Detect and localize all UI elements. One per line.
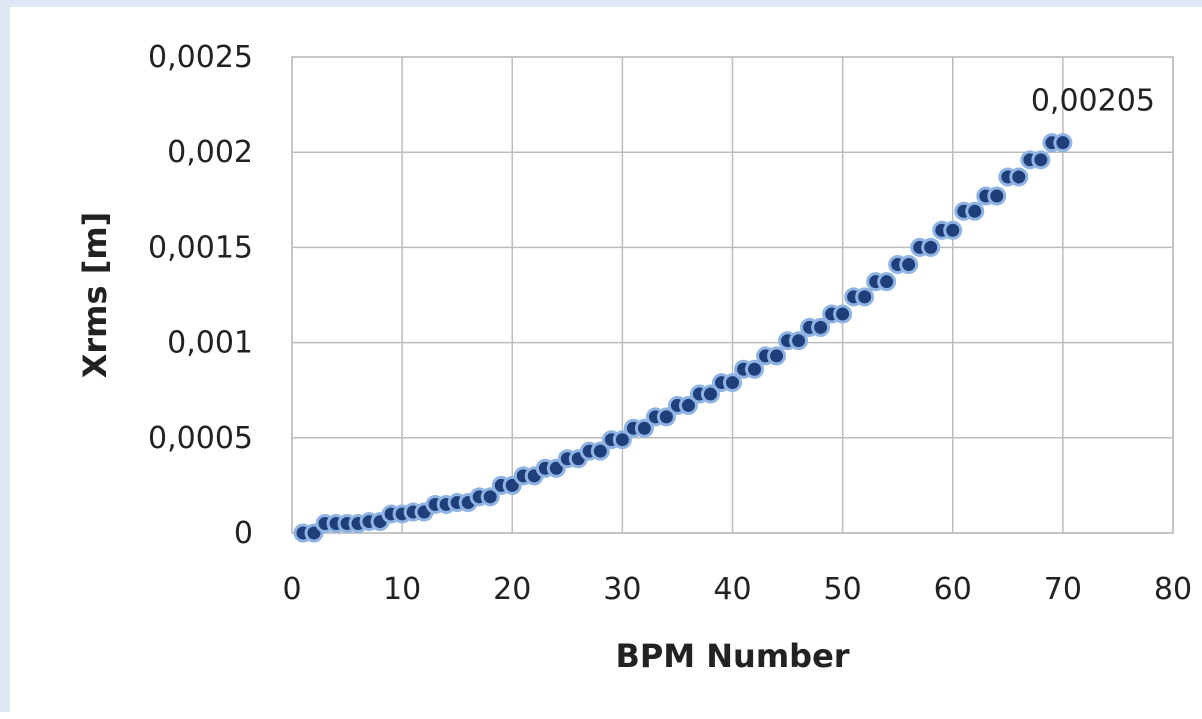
data-point [811, 317, 831, 337]
data-point [899, 255, 919, 275]
data-point [723, 373, 742, 393]
x-tick-label: 0 [282, 572, 301, 607]
data-label: 0,00205 [1031, 84, 1155, 119]
data-points [293, 133, 1073, 543]
y-tick-label: 0,0005 [148, 421, 253, 456]
data-point [678, 395, 698, 415]
data-point [656, 407, 676, 427]
y-tick-label: 0,001 [167, 326, 253, 361]
data-point [590, 441, 610, 461]
x-tick-label: 70 [1044, 572, 1082, 607]
y-tick-label: 0 [234, 516, 253, 551]
data-point [1031, 150, 1051, 170]
data-point [921, 237, 941, 257]
annotations: 0,00205 [1031, 84, 1155, 119]
scatter-chart: 0 10 20 30 40 50 60 70 80 0 0,0005 0,001 0,0015 0,002… [76, 40, 1192, 675]
data-point [1053, 133, 1073, 153]
data-point [745, 359, 765, 379]
x-tick-label: 60 [934, 572, 972, 607]
data-point [833, 304, 853, 324]
data-point [700, 384, 720, 404]
grid-layer [291, 56, 1174, 534]
x-tick-label: 50 [824, 572, 862, 607]
tick-labels: 0 10 20 30 40 50 60 70 80 0 0,0005 0,001 0,0015 0,002… [148, 40, 1192, 607]
data-point [987, 186, 1007, 206]
data-point [943, 220, 963, 240]
plot-area-border [291, 56, 1174, 534]
y-tick-label: 0,0015 [148, 230, 253, 265]
x-tick-label: 20 [493, 572, 531, 607]
data-point [634, 418, 654, 438]
x-tick-label: 40 [713, 572, 751, 607]
data-point [612, 430, 632, 450]
x-tick-label: 80 [1154, 572, 1192, 607]
data-point [767, 346, 787, 366]
y-tick-label: 0,002 [167, 135, 253, 170]
data-point [855, 287, 875, 307]
y-axis-title: Xrms [m] [76, 212, 114, 379]
x-axis-title: BPM Number [615, 637, 849, 675]
data-point [877, 272, 897, 292]
data-point [965, 201, 985, 221]
x-tick-label: 30 [603, 572, 641, 607]
data-point [789, 331, 809, 351]
data-point [1009, 167, 1029, 187]
x-tick-label: 10 [383, 572, 421, 607]
data-point [480, 487, 500, 507]
y-tick-label: 0,0025 [148, 40, 253, 75]
